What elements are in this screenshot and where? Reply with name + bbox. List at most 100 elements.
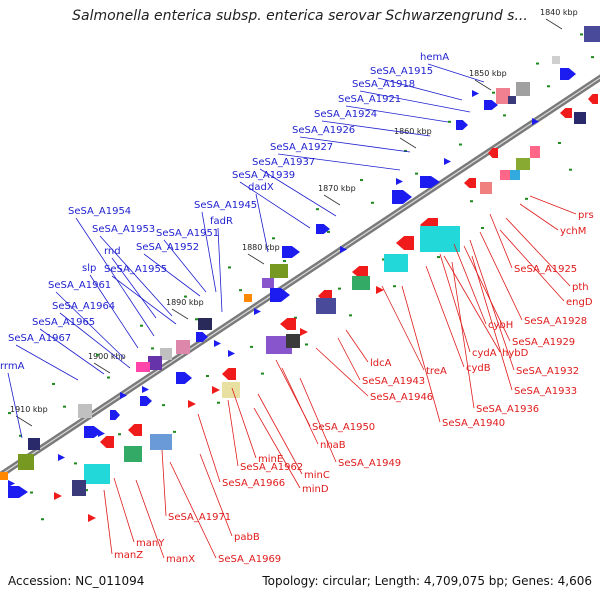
gene-feature <box>588 94 598 104</box>
gene-label-lower: SeSA_A1933 <box>514 386 577 397</box>
tick-dot <box>404 149 407 152</box>
leader-line <box>143 253 201 297</box>
tick-dot <box>360 179 363 182</box>
tick-dot <box>107 376 110 379</box>
gene-label-upper: SeSA_A1915 <box>370 66 433 77</box>
tick-dot <box>206 375 209 378</box>
leader-line <box>99 235 173 317</box>
feature-block <box>124 446 142 462</box>
leader-line <box>337 337 361 381</box>
leader-line <box>239 181 311 229</box>
leader-line <box>197 413 221 483</box>
tick-dot <box>371 201 374 204</box>
leader-line <box>453 243 487 325</box>
gene-feature <box>484 100 498 110</box>
gene-label-upper: slp <box>82 263 96 274</box>
leader-line <box>75 217 155 337</box>
tick-dot <box>525 197 528 200</box>
feature-block <box>198 318 212 330</box>
tick-dot <box>162 404 165 407</box>
gene-label-lower: SeSA_A1946 <box>370 392 433 403</box>
tick-dot <box>283 260 286 263</box>
kbp-tick-label: 1890 kbp <box>166 298 204 307</box>
kbp-tick-label: 1880 kbp <box>242 243 280 252</box>
kbp-tick-mark <box>247 253 265 265</box>
gene-label-lower: hybD <box>502 348 529 359</box>
gene-feature <box>472 90 479 97</box>
gene-feature <box>128 424 142 436</box>
kbp-tick-mark <box>93 362 111 374</box>
tick-dot <box>294 316 297 319</box>
leader-line <box>277 153 401 171</box>
leader-line <box>15 344 79 381</box>
leader-line <box>135 479 165 559</box>
leader-line <box>451 261 475 409</box>
feature-block <box>150 434 172 450</box>
leader-line <box>299 136 411 153</box>
leader-line <box>299 377 337 463</box>
gene-label-lower: SeSA_A1949 <box>338 458 401 469</box>
leader-line <box>111 275 177 325</box>
leader-line <box>345 105 449 123</box>
gene-feature <box>316 224 330 234</box>
gene-feature <box>340 246 347 253</box>
gene-label-upper: rnd <box>104 246 121 257</box>
gene-label-lower: SeSA_A1932 <box>516 366 579 377</box>
leader-line <box>161 449 167 517</box>
gene-label-lower: SeSA_A1943 <box>362 376 425 387</box>
gene-feature <box>142 386 149 393</box>
gene-label-upper: SeSA_A1964 <box>52 301 115 312</box>
leader-line <box>489 213 513 269</box>
leader-line <box>427 63 485 83</box>
tick-dot <box>536 62 539 65</box>
gene-label-upper: hemA <box>420 52 449 63</box>
leader-line <box>469 239 515 371</box>
tick-dot <box>151 347 154 350</box>
feature-block <box>420 226 460 252</box>
gene-feature <box>222 368 236 380</box>
gene-feature <box>140 396 152 406</box>
gene-label-upper: SeSA_A1921 <box>338 94 401 105</box>
feature-block <box>516 82 530 96</box>
gene-feature <box>212 386 220 394</box>
gene-label-lower: prs <box>578 210 594 221</box>
leader-line <box>505 217 571 287</box>
gene-feature <box>8 480 15 487</box>
feature-block <box>176 340 190 354</box>
kbp-tick-label: 1910 kbp <box>10 405 48 414</box>
gene-feature <box>376 286 384 294</box>
leader-line <box>439 253 471 353</box>
kbp-tick-label: 1900 kbp <box>88 352 126 361</box>
gene-feature <box>98 430 105 437</box>
leader-line <box>463 245 511 342</box>
gene-label-lower: SeSA_A1925 <box>514 264 577 275</box>
tick-dot <box>140 324 143 327</box>
kbp-tick-mark <box>545 18 563 30</box>
tick-dot <box>272 237 275 240</box>
tick-dot <box>173 430 176 433</box>
feature-block <box>286 334 300 348</box>
gene-label-lower: manX <box>166 554 195 565</box>
leader-line <box>113 477 135 543</box>
gene-feature <box>560 68 576 80</box>
tick-dot <box>74 462 77 465</box>
leader-line <box>471 255 513 391</box>
feature-block <box>148 356 162 370</box>
feature-block <box>0 472 8 480</box>
gene-feature <box>120 392 127 399</box>
gene-label-upper: SeSA_A1927 <box>270 142 333 153</box>
accession-text: Accession: NC_011094 <box>8 574 145 588</box>
gene-label-upper: SeSA_A1939 <box>232 170 295 181</box>
leader-line <box>345 329 369 363</box>
gene-feature <box>84 426 102 438</box>
gene-label-lower: nhaB <box>320 440 346 451</box>
tick-dot <box>437 256 440 259</box>
leader-line <box>281 367 319 445</box>
tick-dot <box>228 266 231 269</box>
gene-label-lower: manZ <box>114 550 143 561</box>
tick-dot <box>217 401 220 404</box>
gene-feature <box>176 372 192 384</box>
gene-label-lower: SeSA_A1969 <box>218 554 281 565</box>
feature-block <box>78 404 92 418</box>
